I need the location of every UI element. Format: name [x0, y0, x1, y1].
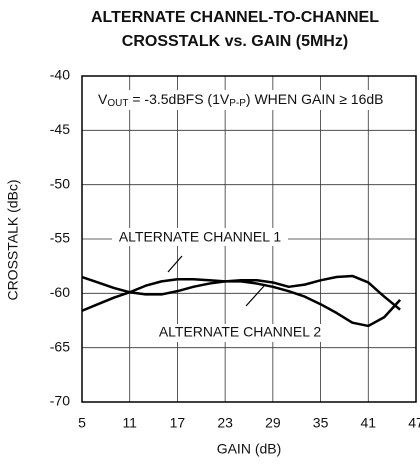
legend-label: ALTERNATE CHANNEL 1 — [119, 229, 282, 245]
annotation-part: = -3.5dBFS (1V — [128, 91, 229, 107]
chart-title: CROSSTALK vs. GAIN (5MHz) — [122, 33, 348, 50]
x-tick-label: 5 — [78, 415, 86, 431]
label-bg — [112, 228, 288, 246]
x-tick-label: 35 — [313, 415, 329, 431]
y-tick-label: -45 — [50, 121, 70, 137]
annotation-part: ) WHEN GAIN ≥ 16dB — [246, 91, 384, 107]
y-tick-label: -40 — [50, 67, 70, 83]
x-tick-label: 41 — [360, 415, 376, 431]
plot-frame — [81, 75, 417, 403]
y-tick-label: -60 — [50, 284, 70, 300]
pointer — [167, 255, 183, 273]
annotation-part: V — [98, 91, 108, 107]
annotation-bg — [90, 90, 410, 110]
x-tick-label: 11 — [122, 415, 137, 431]
pointer — [245, 285, 265, 307]
y-tick-label: -55 — [50, 230, 70, 246]
y-axis-label: CROSSTALK (dBc) — [5, 179, 21, 300]
label-bg — [152, 324, 328, 342]
annotation-part: OUT — [107, 98, 128, 109]
line-series — [81, 274, 401, 311]
y-tick-label: -70 — [50, 393, 70, 409]
x-tick-label: 29 — [265, 415, 281, 431]
x-tick-label: 17 — [170, 415, 186, 431]
x-tick-label: 23 — [217, 415, 233, 431]
x-axis-label: GAIN (dB) — [217, 441, 282, 457]
chart-title: ALTERNATE CHANNEL-TO-CHANNEL — [91, 9, 379, 26]
annotation: VOUT = -3.5dBFS (1VP-P) WHEN GAIN ≥ 16dB — [98, 91, 384, 109]
x-tick-label: 47 — [408, 415, 420, 431]
y-tick-label: -50 — [50, 175, 70, 191]
y-tick-label: -65 — [50, 338, 70, 354]
annotation-part: P-P — [229, 98, 246, 109]
legend-label: ALTERNATE CHANNEL 2 — [159, 324, 322, 340]
